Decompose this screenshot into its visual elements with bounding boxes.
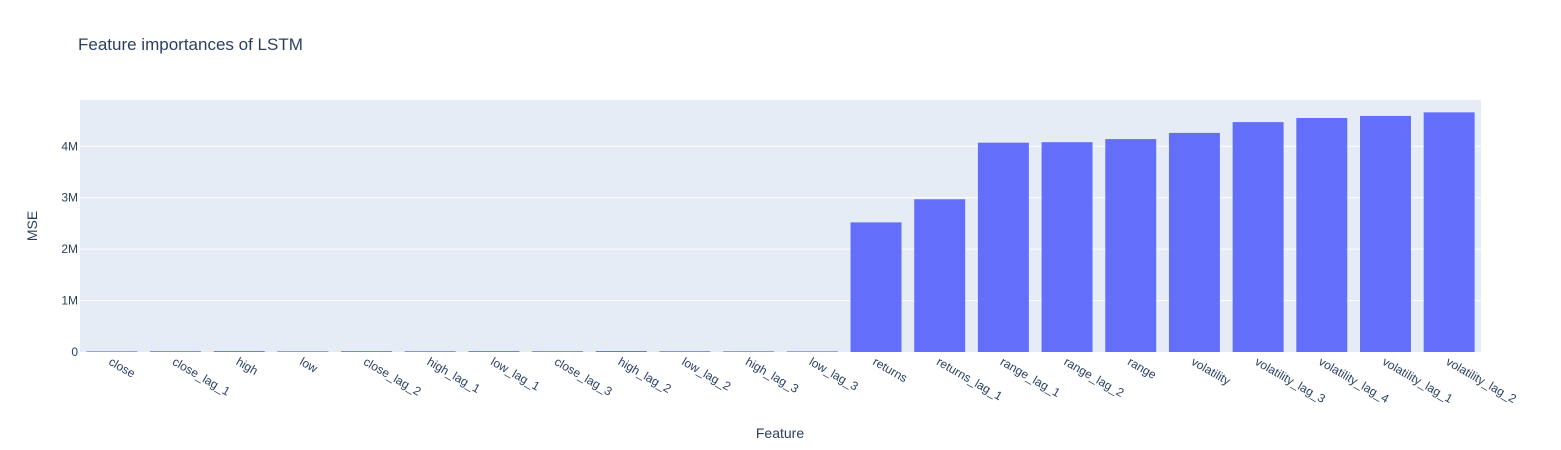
x-tick-label: high_lag_1 (425, 354, 483, 396)
bar-volatility_lag_3[interactable] (1232, 122, 1284, 352)
x-tick-label: volatility (1189, 354, 1233, 387)
x-tick-label: volatility_lag_1 (1380, 354, 1455, 406)
x-tick-label: low (297, 354, 320, 375)
x-tick-label: returns_lag_1 (934, 354, 1005, 403)
x-tick-label: close_lag_3 (552, 354, 615, 398)
bar-range_lag_1[interactable] (977, 142, 1029, 352)
y-tick-label: 2M (61, 242, 78, 256)
x-tick-label: volatility_lag_3 (1253, 354, 1328, 406)
x-tick-label: range_lag_2 (1062, 354, 1127, 400)
x-tick-label: volatility_lag_2 (1444, 354, 1519, 406)
bar-volatility[interactable] (1168, 132, 1220, 352)
y-tick-label: 0 (71, 345, 78, 359)
bar-close_lag_3[interactable] (532, 351, 584, 352)
x-tick-label: range_lag_1 (998, 354, 1063, 400)
x-tick-label: high_lag_2 (616, 354, 674, 396)
bar-range_lag_2[interactable] (1041, 142, 1093, 352)
y-tick-label: 4M (61, 139, 78, 153)
x-tick-label: low_lag_3 (807, 354, 861, 393)
bar-returns[interactable] (850, 222, 902, 352)
bar-close_lag_1[interactable] (150, 351, 201, 352)
x-axis-ticks: close close_lag_1 high low close_lag_2 high_l… (106, 354, 1519, 406)
x-tick-label: close (106, 354, 138, 380)
bars (86, 112, 1475, 352)
bar-low_lag_1[interactable] (468, 351, 520, 352)
x-tick-label: volatility_lag_4 (1316, 354, 1391, 406)
x-tick-label: close_lag_1 (170, 354, 233, 398)
bar-high_lag_1[interactable] (404, 351, 456, 352)
bar-low_lag_2[interactable] (659, 351, 711, 352)
x-tick-label: high (234, 354, 261, 377)
bar-high[interactable] (213, 351, 265, 352)
bar-volatility_lag_2[interactable] (1423, 112, 1475, 352)
x-tick-label: low_lag_1 (488, 354, 542, 393)
bar-range[interactable] (1105, 139, 1157, 352)
y-tick-label: 1M (61, 294, 78, 308)
y-axis-title: MSE (24, 211, 40, 241)
y-tick-label: 3M (61, 191, 78, 205)
bar-volatility_lag_1[interactable] (1360, 115, 1411, 352)
bar-close[interactable] (86, 351, 138, 352)
bar-close_lag_2[interactable] (341, 351, 393, 352)
x-tick-label: close_lag_2 (361, 354, 424, 398)
bar-volatility_lag_4[interactable] (1296, 118, 1348, 352)
y-axis-ticks: 0 1M 2M 3M 4M (61, 139, 78, 359)
x-tick-label: low_lag_2 (679, 354, 733, 393)
chart-title: Feature importances of LSTM (78, 35, 303, 54)
x-axis-title: Feature (756, 425, 804, 441)
x-tick-label: returns (871, 354, 910, 385)
bar-high_lag_2[interactable] (595, 351, 647, 352)
x-tick-label: high_lag_3 (743, 354, 801, 396)
x-tick-label: range (1125, 354, 1159, 382)
bar-high_lag_3[interactable] (723, 351, 775, 352)
bar-low_lag_3[interactable] (786, 351, 838, 352)
bar-low[interactable] (277, 351, 329, 352)
bar-returns_lag_1[interactable] (914, 199, 966, 352)
